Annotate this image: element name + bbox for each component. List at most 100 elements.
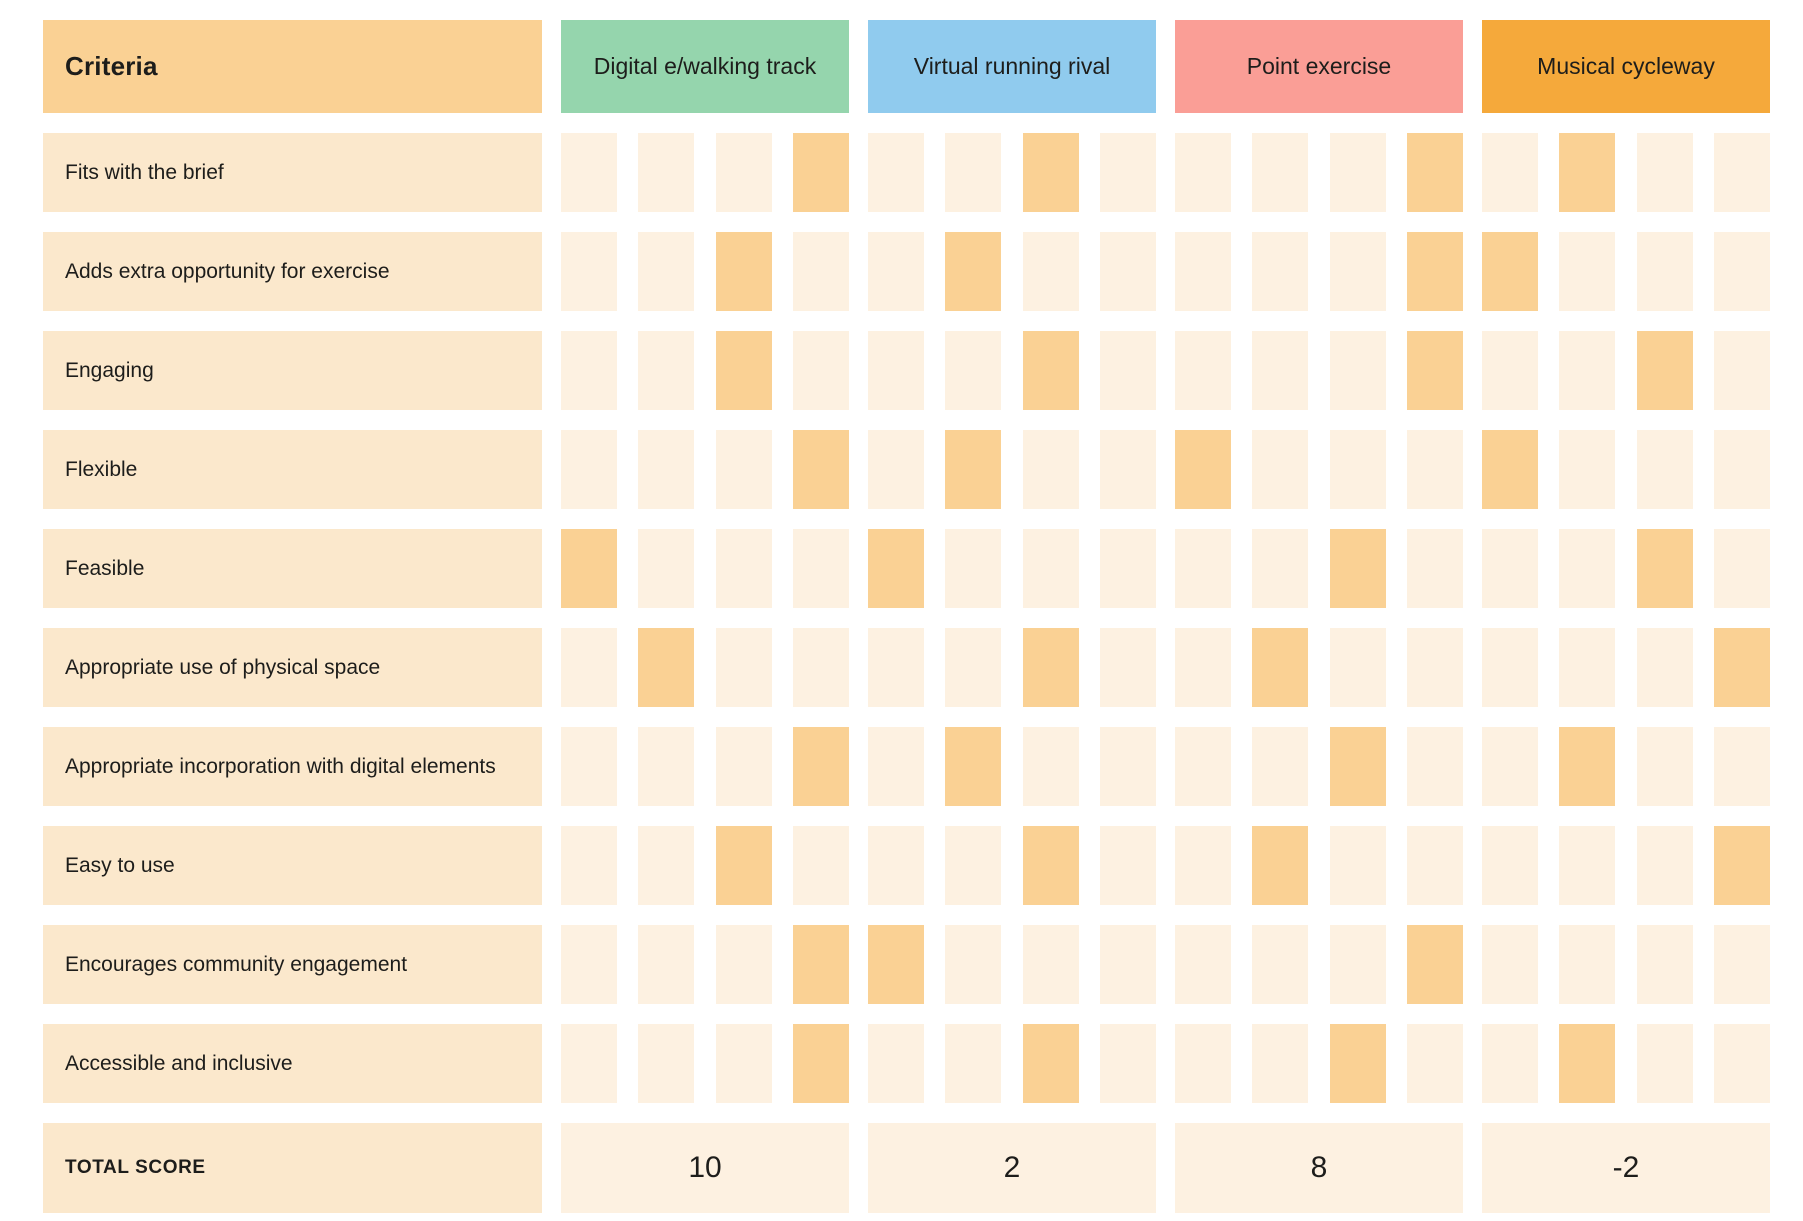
rating-cell[interactable] (1099, 331, 1156, 410)
rating-cell-selected[interactable] (638, 628, 695, 707)
rating-cell[interactable] (1252, 232, 1309, 311)
rating-cell-selected[interactable] (1406, 133, 1463, 212)
rating-cell[interactable] (638, 529, 695, 608)
rating-cell[interactable] (1022, 232, 1079, 311)
rating-cell[interactable] (1406, 628, 1463, 707)
rating-cell-selected[interactable] (945, 232, 1002, 311)
rating-cell[interactable] (1482, 727, 1538, 806)
rating-cell[interactable] (1022, 430, 1079, 509)
rating-cell[interactable] (868, 133, 924, 212)
rating-cell[interactable] (792, 628, 849, 707)
rating-cell[interactable] (1252, 1024, 1309, 1103)
rating-cell[interactable] (1559, 430, 1616, 509)
rating-cell[interactable] (1482, 1024, 1538, 1103)
rating-cell-selected[interactable] (1406, 925, 1463, 1004)
rating-cell[interactable] (715, 430, 772, 509)
rating-cell-selected[interactable] (868, 925, 924, 1004)
rating-cell[interactable] (1406, 826, 1463, 905)
rating-cell[interactable] (715, 727, 772, 806)
rating-cell[interactable] (715, 529, 772, 608)
rating-cell[interactable] (638, 925, 695, 1004)
rating-cell[interactable] (561, 331, 617, 410)
rating-cell[interactable] (561, 133, 617, 212)
rating-cell[interactable] (868, 826, 924, 905)
rating-cell-selected[interactable] (715, 232, 772, 311)
rating-cell[interactable] (792, 826, 849, 905)
rating-cell-selected[interactable] (1713, 628, 1770, 707)
rating-cell[interactable] (945, 133, 1002, 212)
rating-cell-selected[interactable] (1636, 331, 1693, 410)
rating-cell[interactable] (715, 925, 772, 1004)
rating-cell-selected[interactable] (792, 133, 849, 212)
rating-cell[interactable] (561, 925, 617, 1004)
rating-cell[interactable] (1559, 331, 1616, 410)
rating-cell[interactable] (945, 826, 1002, 905)
rating-cell[interactable] (1482, 628, 1538, 707)
rating-cell-selected[interactable] (1022, 1024, 1079, 1103)
rating-cell-selected[interactable] (1022, 331, 1079, 410)
rating-cell[interactable] (1559, 826, 1616, 905)
rating-cell[interactable] (638, 133, 695, 212)
rating-cell[interactable] (1252, 331, 1309, 410)
rating-cell[interactable] (1329, 430, 1386, 509)
rating-cell[interactable] (1175, 331, 1231, 410)
rating-cell[interactable] (715, 628, 772, 707)
rating-cell[interactable] (1099, 1024, 1156, 1103)
rating-cell[interactable] (1329, 826, 1386, 905)
rating-cell[interactable] (1099, 430, 1156, 509)
rating-cell[interactable] (638, 727, 695, 806)
rating-cell[interactable] (638, 232, 695, 311)
rating-cell[interactable] (1559, 628, 1616, 707)
rating-cell[interactable] (1406, 727, 1463, 806)
rating-cell[interactable] (1175, 628, 1231, 707)
rating-cell[interactable] (1175, 727, 1231, 806)
rating-cell-selected[interactable] (868, 529, 924, 608)
rating-cell[interactable] (715, 133, 772, 212)
rating-cell[interactable] (1099, 727, 1156, 806)
rating-cell[interactable] (1482, 331, 1538, 410)
rating-cell[interactable] (638, 430, 695, 509)
rating-cell[interactable] (1252, 925, 1309, 1004)
rating-cell[interactable] (1175, 232, 1231, 311)
rating-cell[interactable] (1252, 529, 1309, 608)
rating-cell[interactable] (1482, 925, 1538, 1004)
rating-cell[interactable] (1636, 925, 1693, 1004)
rating-cell[interactable] (792, 529, 849, 608)
rating-cell[interactable] (1022, 529, 1079, 608)
rating-cell[interactable] (1175, 529, 1231, 608)
rating-cell-selected[interactable] (1406, 331, 1463, 410)
rating-cell[interactable] (1636, 727, 1693, 806)
rating-cell[interactable] (1175, 925, 1231, 1004)
rating-cell[interactable] (868, 628, 924, 707)
rating-cell[interactable] (868, 232, 924, 311)
rating-cell[interactable] (868, 331, 924, 410)
rating-cell[interactable] (1636, 826, 1693, 905)
rating-cell[interactable] (1713, 232, 1770, 311)
rating-cell-selected[interactable] (945, 727, 1002, 806)
rating-cell[interactable] (561, 628, 617, 707)
rating-cell[interactable] (1713, 529, 1770, 608)
rating-cell[interactable] (1022, 925, 1079, 1004)
rating-cell-selected[interactable] (1482, 232, 1538, 311)
rating-cell[interactable] (792, 232, 849, 311)
rating-cell[interactable] (1099, 628, 1156, 707)
rating-cell[interactable] (715, 1024, 772, 1103)
rating-cell-selected[interactable] (1406, 232, 1463, 311)
rating-cell-selected[interactable] (1559, 133, 1616, 212)
rating-cell-selected[interactable] (1022, 826, 1079, 905)
rating-cell[interactable] (1482, 529, 1538, 608)
rating-cell[interactable] (1175, 133, 1231, 212)
rating-cell[interactable] (1252, 430, 1309, 509)
rating-cell-selected[interactable] (945, 430, 1002, 509)
rating-cell[interactable] (1713, 430, 1770, 509)
rating-cell[interactable] (1406, 430, 1463, 509)
rating-cell[interactable] (1175, 1024, 1231, 1103)
rating-cell-selected[interactable] (792, 1024, 849, 1103)
rating-cell-selected[interactable] (1329, 529, 1386, 608)
rating-cell-selected[interactable] (1559, 1024, 1616, 1103)
rating-cell[interactable] (792, 331, 849, 410)
rating-cell[interactable] (1329, 925, 1386, 1004)
rating-cell[interactable] (1022, 727, 1079, 806)
rating-cell[interactable] (1406, 529, 1463, 608)
rating-cell[interactable] (1636, 430, 1693, 509)
